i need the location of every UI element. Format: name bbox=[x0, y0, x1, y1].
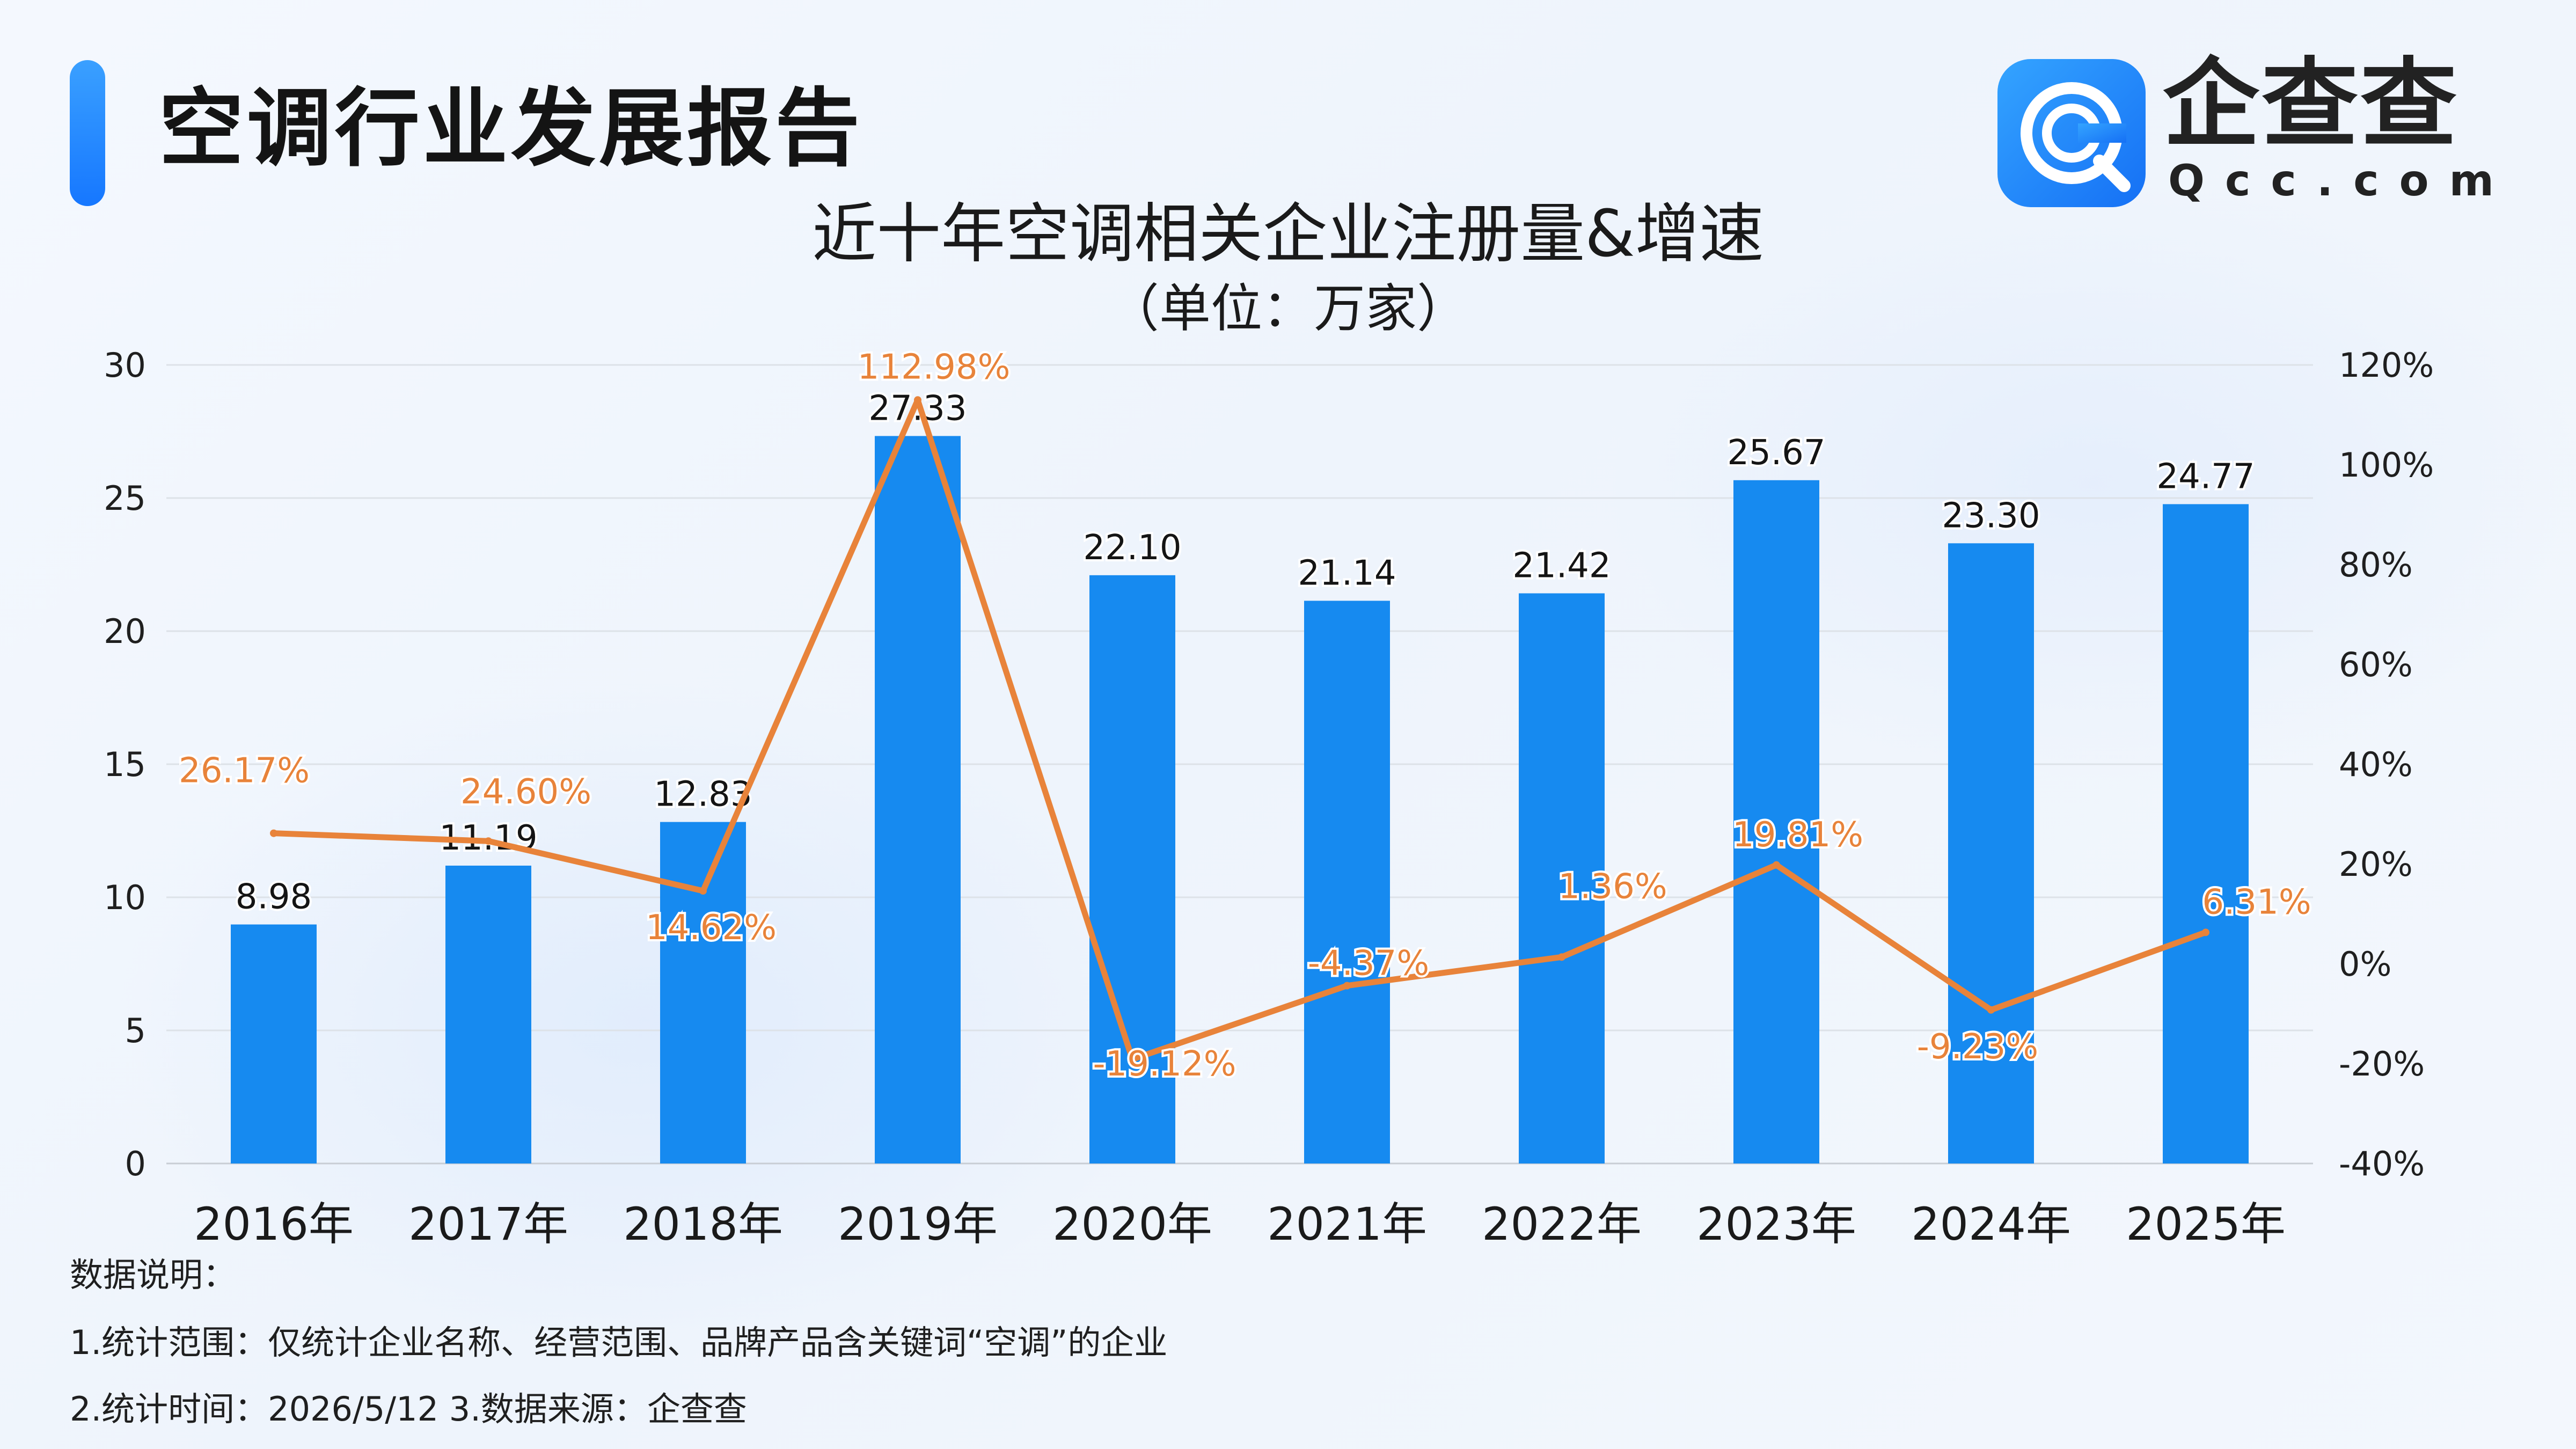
report-title: 空调行业发展报告 bbox=[159, 79, 863, 178]
growth-value-label: 112.98% bbox=[858, 347, 1011, 387]
y-right-tick-label: 20% bbox=[2339, 845, 2413, 884]
y-left-tick-label: 10 bbox=[104, 878, 146, 917]
y-left-tick-label: 5 bbox=[125, 1011, 146, 1050]
x-tick-label: 2019年 bbox=[838, 1198, 998, 1250]
growth-point bbox=[914, 396, 921, 404]
bar-value-label: 22.10 bbox=[1083, 528, 1181, 568]
growth-point bbox=[270, 829, 277, 837]
qcc-logo-icon bbox=[1997, 59, 2146, 207]
bar-value-label: 8.98 bbox=[236, 877, 312, 917]
growth-point bbox=[1129, 1055, 1136, 1063]
y-right-tick-label: 100% bbox=[2339, 445, 2434, 485]
bar bbox=[1948, 543, 2034, 1163]
bar bbox=[445, 865, 531, 1163]
y-right-tick-label: 120% bbox=[2339, 346, 2434, 385]
x-tick-label: 2024年 bbox=[1911, 1198, 2071, 1250]
growth-value-label: 1.36% bbox=[1558, 867, 1667, 906]
growth-value-label: -9.23% bbox=[1917, 1027, 2038, 1067]
y-right-tick-label: -40% bbox=[2339, 1144, 2425, 1183]
bar bbox=[1304, 601, 1390, 1163]
bar bbox=[2163, 504, 2249, 1164]
bar-value-label: 23.30 bbox=[1942, 496, 2040, 536]
growth-point bbox=[1987, 1006, 1995, 1014]
growth-value-label: 24.60% bbox=[460, 772, 591, 812]
bar bbox=[231, 924, 317, 1163]
chart-title: 近十年空调相关企业注册量&增速 bbox=[812, 197, 1764, 272]
note-scope: 1.统计范围：仅统计企业名称、经营范围、品牌产品含关键词“空调”的企业 bbox=[70, 1323, 1168, 1362]
y-left-tick-label: 20 bbox=[104, 612, 146, 651]
bar bbox=[660, 822, 746, 1163]
x-tick-label: 2016年 bbox=[194, 1198, 354, 1250]
y-right-tick-label: -20% bbox=[2339, 1044, 2425, 1084]
logo-wordmark: 企查查 bbox=[2163, 48, 2460, 160]
growth-value-label: 6.31% bbox=[2202, 882, 2311, 922]
notes-heading: 数据说明： bbox=[70, 1255, 237, 1294]
title-accent-bar bbox=[70, 60, 105, 206]
bar bbox=[875, 436, 961, 1163]
bar bbox=[1733, 480, 1819, 1163]
bar-value-label: 24.77 bbox=[2156, 457, 2255, 496]
y-right-tick-label: 40% bbox=[2339, 745, 2413, 784]
growth-line bbox=[270, 397, 2209, 1063]
bar-value-label: 25.67 bbox=[1727, 433, 1825, 473]
x-tick-label: 2021年 bbox=[1267, 1198, 1427, 1250]
x-tick-label: 2023年 bbox=[1696, 1198, 1856, 1250]
growth-point bbox=[1343, 982, 1351, 990]
growth-value-label: 14.62% bbox=[646, 908, 777, 948]
growth-value-label: 19.81% bbox=[1732, 815, 1863, 855]
bar-value-label: 21.42 bbox=[1512, 546, 1611, 586]
y-left-tick-label: 25 bbox=[104, 479, 146, 518]
y-left-tick-label: 30 bbox=[104, 346, 146, 385]
y-left-tick-label: 0 bbox=[125, 1144, 146, 1183]
growth-point bbox=[2202, 928, 2209, 936]
bar-value-label: 21.14 bbox=[1298, 553, 1396, 593]
growth-value-label: -4.37% bbox=[1308, 944, 1429, 984]
y-right-tick-label: 0% bbox=[2339, 945, 2391, 984]
y-right-tick-label: 80% bbox=[2339, 545, 2413, 584]
growth-point bbox=[485, 837, 492, 845]
logo-domain: Qcc.com bbox=[2168, 156, 2514, 206]
growth-point bbox=[1773, 861, 1780, 869]
bar bbox=[1089, 575, 1175, 1163]
growth-value-label: -19.12% bbox=[1093, 1044, 1236, 1084]
bar bbox=[1519, 593, 1605, 1163]
x-tick-label: 2025年 bbox=[2126, 1198, 2286, 1250]
y-left-tick-label: 15 bbox=[104, 745, 146, 784]
x-tick-label: 2020年 bbox=[1052, 1198, 1212, 1250]
growth-point bbox=[699, 887, 707, 895]
growth-point bbox=[1558, 953, 1565, 961]
growth-value-label: 26.17% bbox=[179, 751, 310, 791]
x-tick-label: 2017年 bbox=[408, 1198, 568, 1250]
y-right-tick-label: 60% bbox=[2339, 645, 2413, 684]
x-tick-label: 2018年 bbox=[623, 1198, 783, 1250]
x-tick-label: 2022年 bbox=[1482, 1198, 1642, 1250]
note-time-source: 2.统计时间：2026/5/12 3.数据来源：企查查 bbox=[70, 1389, 747, 1429]
chart-subtitle: （单位：万家） bbox=[1108, 279, 1468, 339]
